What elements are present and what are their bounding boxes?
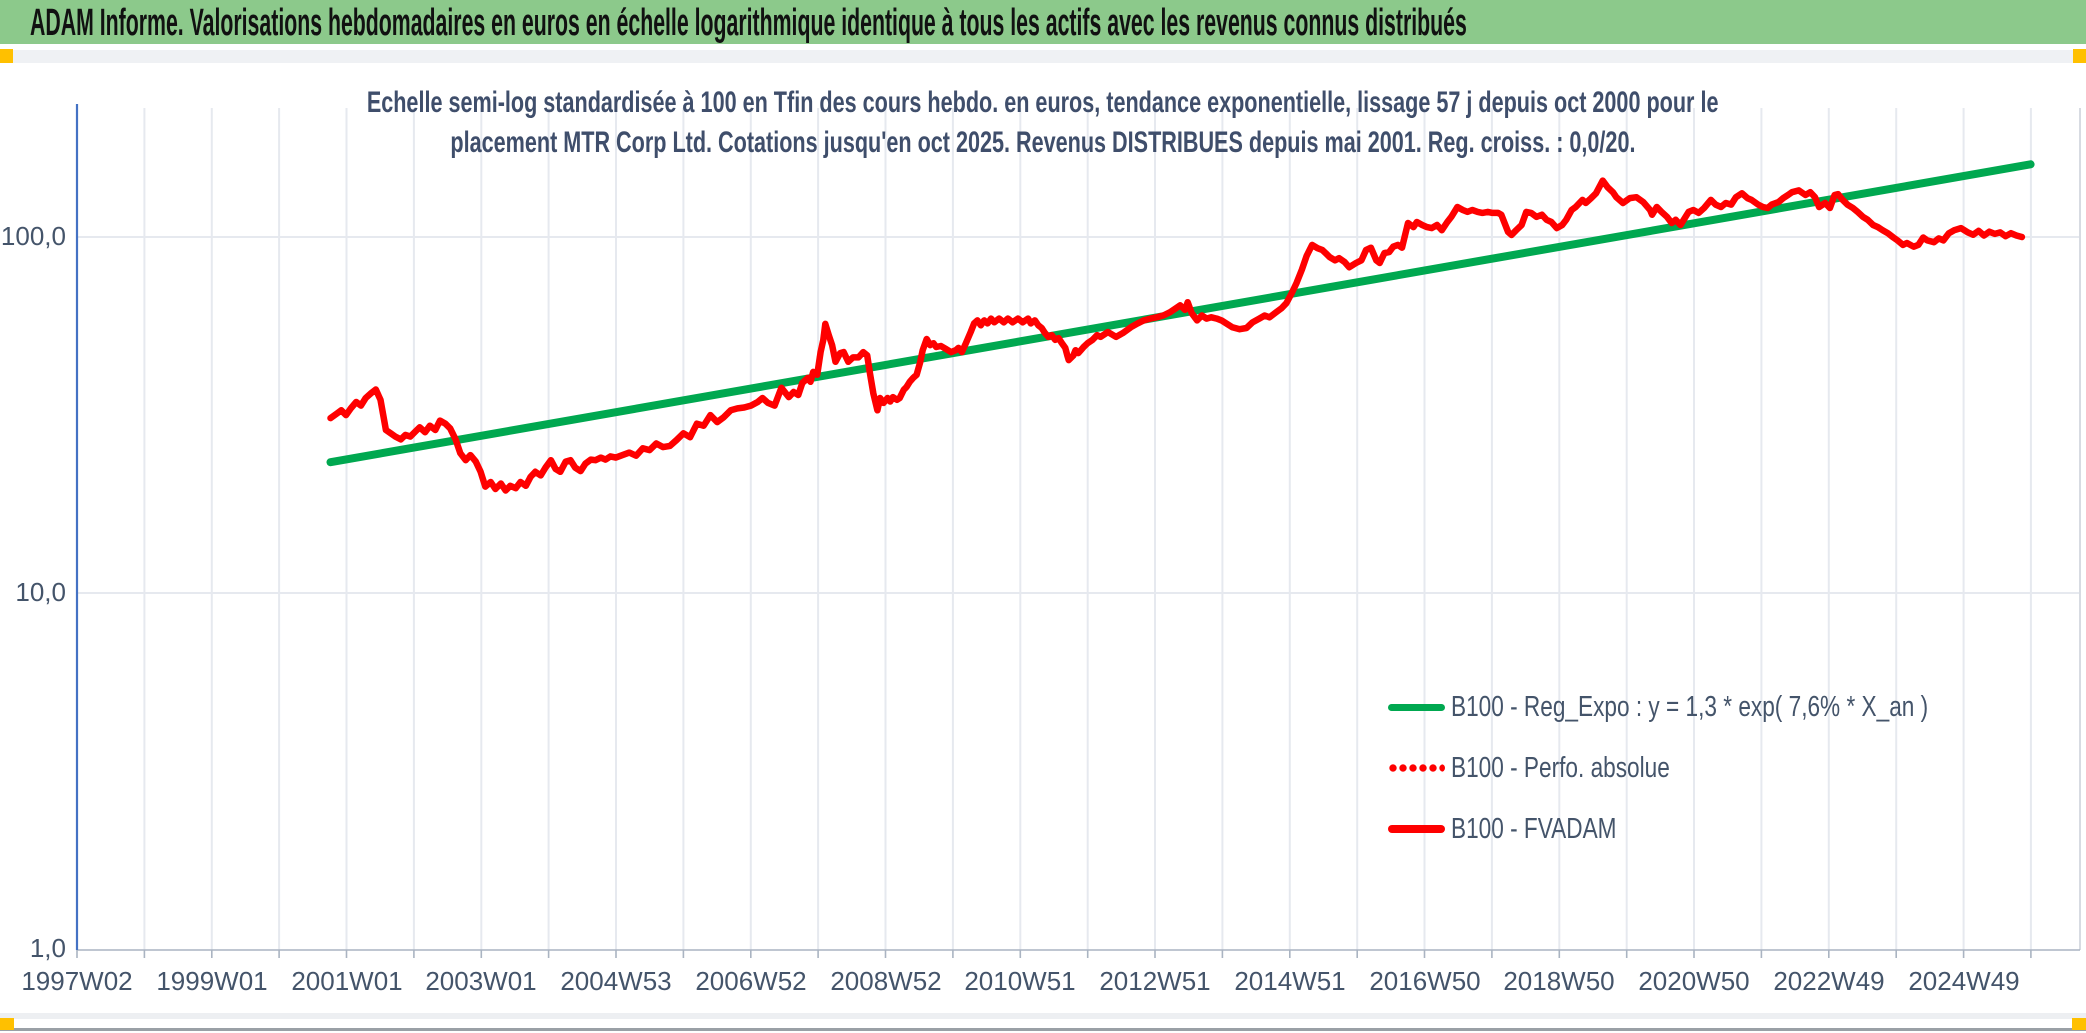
- series-perfo_absolue-line: [327, 177, 2025, 494]
- corner-accent-top-right: [2073, 49, 2086, 63]
- corner-accent-bottom-right: [2072, 1018, 2086, 1030]
- banner: ADAM Informe. Valorisations hebdomadaire…: [0, 0, 2086, 44]
- series-reg_expo-line: [326, 160, 2035, 467]
- legend-line-sample-green-icon: [1388, 703, 1445, 711]
- legend-dotted-sample-red-icon: [1388, 764, 1445, 772]
- legend-item-reg-expo: B100 - Reg_Expo : y = 1,3 * exp( 7,6% * …: [1388, 690, 2063, 723]
- chart-title-line2: placement MTR Corp Ltd. Cotations jusqu'…: [0, 126, 2086, 160]
- chart-title-line1: Echelle semi-log standardisée à 100 en T…: [0, 86, 2086, 120]
- corner-accent-top-left: [0, 49, 13, 63]
- legend-item-perfo-absolue: B100 - Perfo. absolue: [1388, 751, 2063, 784]
- bottom-rule: [0, 1028, 2086, 1031]
- legend-item-fvadam: B100 - FVADAM: [1388, 812, 2063, 845]
- series-fvadam-line: [327, 177, 2026, 494]
- legend-line-sample-red-icon: [1388, 825, 1445, 833]
- divider-strip-bottom: [0, 1013, 2086, 1019]
- corner-accent-bottom-left: [0, 1018, 14, 1030]
- divider-strip-top: [0, 50, 2086, 63]
- banner-title: ADAM Informe. Valorisations hebdomadaire…: [30, 2, 1467, 44]
- legend-label-perfo-absolue: B100 - Perfo. absolue: [1451, 751, 1670, 784]
- chart-title-line2-text: placement MTR Corp Ltd. Cotations jusqu'…: [450, 126, 1636, 159]
- legend: B100 - Reg_Expo : y = 1,3 * exp( 7,6% * …: [1388, 690, 2063, 875]
- legend-label-reg-expo: B100 - Reg_Expo : y = 1,3 * exp( 7,6% * …: [1451, 690, 1929, 723]
- chart-title-line1-text: Echelle semi-log standardisée à 100 en T…: [367, 86, 1719, 119]
- legend-label-fvadam: B100 - FVADAM: [1451, 812, 1617, 845]
